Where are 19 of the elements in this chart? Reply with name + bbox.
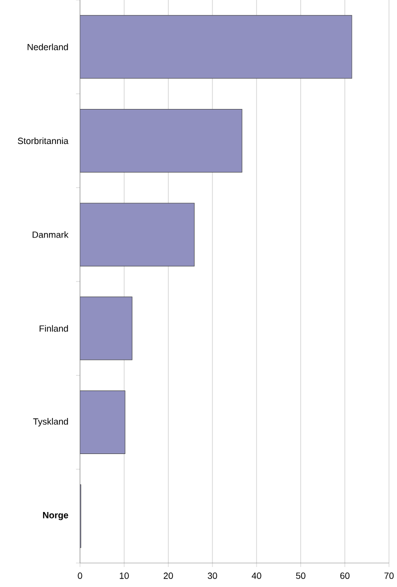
y-tick-label: Danmark xyxy=(32,231,68,238)
y-tick-label: Storbritannia xyxy=(18,137,68,144)
x-tick-label: 20 xyxy=(164,572,173,579)
x-tick-label: 40 xyxy=(252,572,262,579)
x-tick-label: 30 xyxy=(208,572,218,579)
bar xyxy=(80,109,242,173)
x-tick-label: 10 xyxy=(120,572,129,579)
bar xyxy=(80,15,352,79)
bar xyxy=(80,390,126,454)
y-tick-label: Norge xyxy=(43,512,68,520)
y-tick-label: Finland xyxy=(40,325,68,332)
x-tick-label: 0 xyxy=(78,572,82,579)
x-tick-label: 70 xyxy=(384,572,394,579)
y-tick-label: Tyskland xyxy=(33,418,68,426)
x-tick-label: 50 xyxy=(296,572,306,579)
x-tick-label: 60 xyxy=(340,572,350,579)
bar xyxy=(80,202,195,266)
bar xyxy=(80,296,132,360)
y-tick-label: Nederland xyxy=(28,44,68,50)
